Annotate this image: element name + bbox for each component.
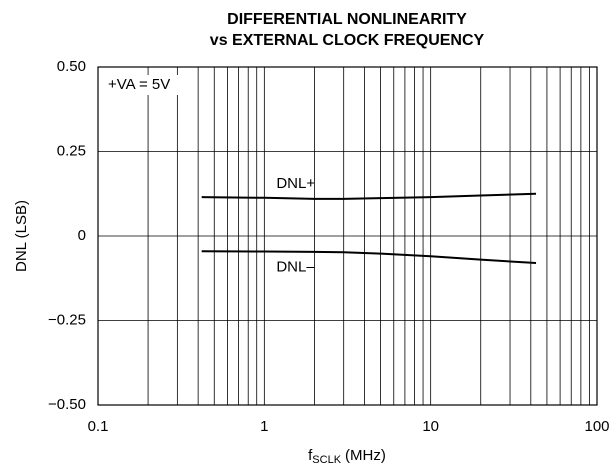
chart-title: DIFFERENTIAL NONLINEARITY: [227, 11, 467, 28]
x-axis-label-unit: (MHz): [345, 447, 386, 464]
x-tick-label: 0.1: [88, 418, 109, 435]
x-tick-label: 10: [422, 418, 439, 435]
x-tick-label: 100: [584, 418, 609, 435]
y-axis-label: DNL (LSB): [13, 200, 30, 272]
series-line: [201, 250, 537, 265]
series-label: DNL–: [276, 259, 315, 276]
series-line: [201, 192, 537, 200]
x-axis-label-main: f: [308, 447, 313, 464]
x-tick-label: 1: [260, 418, 268, 435]
y-tick-label: −0.50: [48, 396, 86, 413]
y-tick-label: −0.25: [48, 311, 86, 328]
y-tick-label: 0: [78, 227, 86, 244]
chart-title: vs EXTERNAL CLOCK FREQUENCY: [210, 32, 485, 49]
y-tick-label: 0.25: [57, 142, 86, 159]
annotation-background: [104, 75, 186, 95]
y-tick-label: 0.50: [57, 58, 86, 75]
x-axis-label: fSCLK (MHz): [308, 447, 386, 466]
plot-frame: [97, 66, 598, 406]
x-axis-label-sub: SCLK: [312, 454, 341, 466]
series-label: DNL+: [276, 175, 315, 192]
annotation: +VA = 5V: [108, 76, 170, 93]
